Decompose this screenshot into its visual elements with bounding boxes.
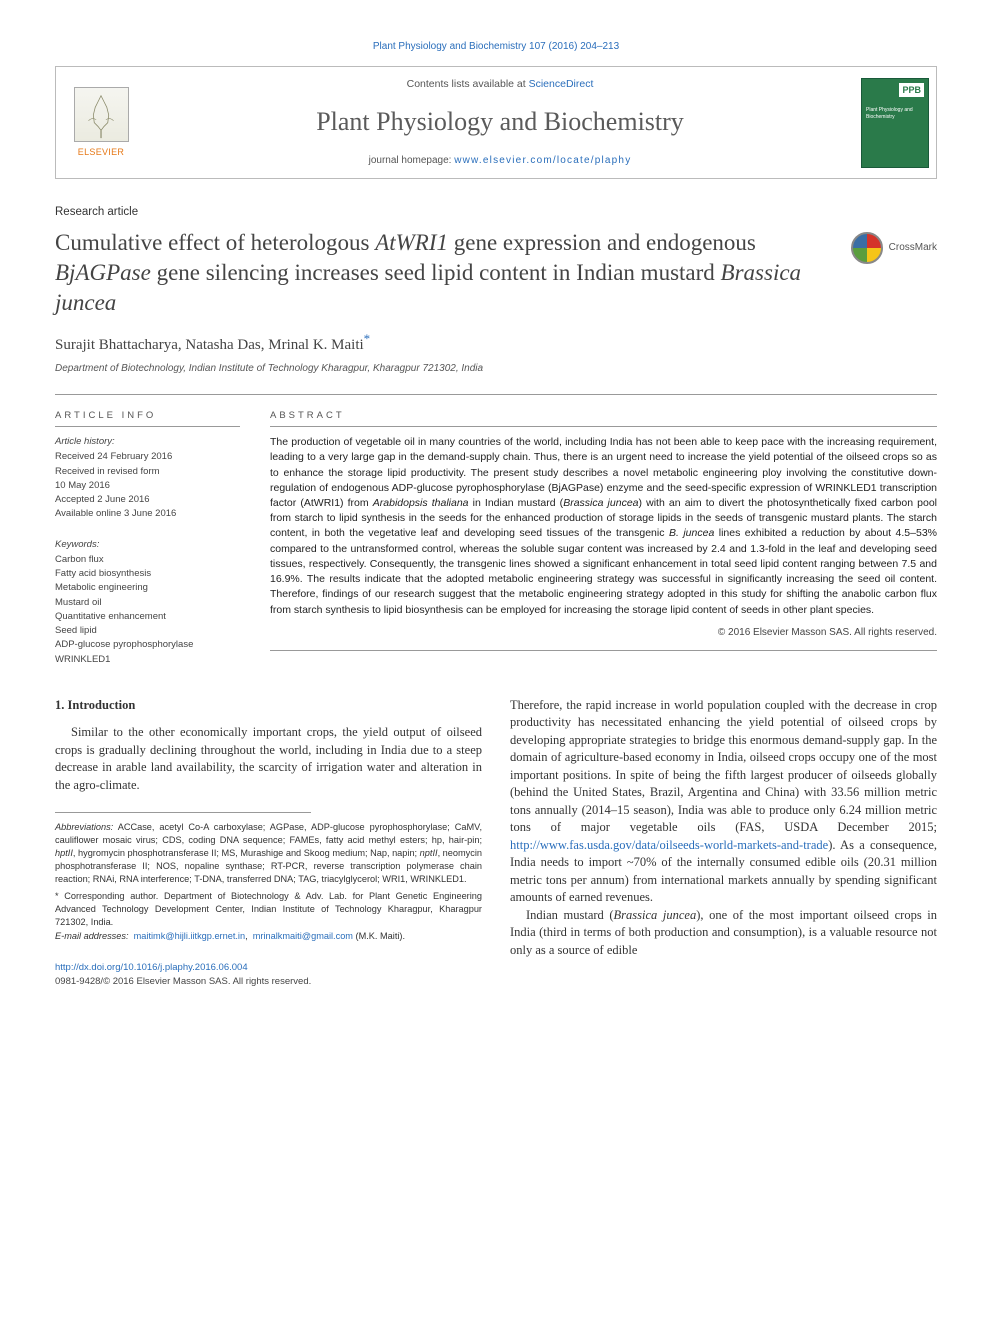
doi-link[interactable]: http://dx.doi.org/10.1016/j.plaphy.2016.… — [55, 962, 248, 973]
abbreviations-footnote: Abbreviations: ACCase, acetyl Co-A carbo… — [55, 821, 482, 885]
email-tail: (M.K. Maiti). — [356, 931, 406, 941]
intro-para-2: Therefore, the rapid increase in world p… — [510, 697, 937, 907]
info-rule — [55, 426, 240, 427]
corresponding-author-footnote: * Corresponding author. Department of Bi… — [55, 890, 482, 929]
abstract-bottom-rule — [270, 650, 937, 651]
body-col-right: Therefore, the rapid increase in world p… — [510, 697, 937, 988]
homepage-line: journal homepage: www.elsevier.com/locat… — [369, 154, 632, 168]
abstract-heading: ABSTRACT — [270, 409, 937, 422]
body-two-column: 1. Introduction Similar to the other eco… — [55, 697, 937, 988]
section-1-heading: 1. Introduction — [55, 697, 482, 715]
homepage-prefix: journal homepage: — [369, 155, 455, 166]
issn-copyright: 0981-9428/© 2016 Elsevier Masson SAS. Al… — [55, 975, 482, 988]
article-title: Cumulative effect of heterologous AtWRI1… — [55, 228, 831, 318]
author-list: Surajit Bhattacharya, Natasha Das, Mrina… — [55, 330, 937, 356]
cover-badge: PPB — [899, 83, 924, 98]
header-citation: Plant Physiology and Biochemistry 107 (2… — [55, 40, 937, 54]
email-label: E-mail addresses: — [55, 931, 129, 941]
crossmark-label: CrossMark — [889, 241, 937, 255]
footnote-rule — [55, 812, 311, 813]
history-lines: Received 24 February 2016Received in rev… — [55, 450, 240, 521]
journal-masthead: ELSEVIER Contents lists available at Sci… — [55, 66, 937, 179]
crossmark-icon — [851, 232, 883, 264]
body-col-left: 1. Introduction Similar to the other eco… — [55, 697, 482, 988]
journal-name: Plant Physiology and Biochemistry — [316, 104, 684, 140]
cover-title-text: Plant Physiology and Biochemistry — [866, 107, 928, 121]
abstract-copyright: © 2016 Elsevier Masson SAS. All rights r… — [270, 626, 937, 640]
contents-prefix: Contents lists available at — [407, 78, 529, 90]
article-type: Research article — [55, 204, 937, 220]
article-info-column: ARTICLE INFO Article history: Received 2… — [55, 409, 240, 667]
masthead-center: Contents lists available at ScienceDirec… — [146, 67, 854, 178]
intro-para-3: Indian mustard (Brassica juncea), one of… — [510, 907, 937, 960]
article-info-heading: ARTICLE INFO — [55, 409, 240, 422]
publisher-name: ELSEVIER — [78, 146, 124, 159]
rule-above-info — [55, 394, 937, 395]
abstract-rule — [270, 426, 937, 427]
email-link-1[interactable]: maitimk@hijli.iitkgp.ernet.in — [134, 931, 245, 941]
journal-cover-icon: PPB Plant Physiology and Biochemistry — [861, 78, 929, 168]
contents-lists-line: Contents lists available at ScienceDirec… — [407, 77, 594, 92]
cover-thumb-block: PPB Plant Physiology and Biochemistry — [854, 67, 936, 178]
homepage-link[interactable]: www.elsevier.com/locate/plaphy — [454, 155, 631, 166]
abstract-column: ABSTRACT The production of vegetable oil… — [270, 409, 937, 667]
sciencedirect-link[interactable]: ScienceDirect — [529, 78, 594, 90]
crossmark-badge[interactable]: CrossMark — [851, 232, 937, 264]
intro-para-1: Similar to the other economically import… — [55, 724, 482, 794]
email-link-2[interactable]: mrinalkmaiti@gmail.com — [253, 931, 353, 941]
keywords-label: Keywords: — [55, 538, 240, 551]
abstract-text: The production of vegetable oil in many … — [270, 435, 937, 618]
email-footnote: E-mail addresses: maitimk@hijli.iitkgp.e… — [55, 930, 482, 943]
doi-block: http://dx.doi.org/10.1016/j.plaphy.2016.… — [55, 961, 482, 988]
history-label: Article history: — [55, 435, 240, 448]
keywords-lines: Carbon fluxFatty acid biosynthesisMetabo… — [55, 553, 240, 667]
elsevier-tree-icon — [74, 87, 129, 142]
publisher-block: ELSEVIER — [56, 67, 146, 178]
affiliation: Department of Biotechnology, Indian Inst… — [55, 362, 937, 376]
